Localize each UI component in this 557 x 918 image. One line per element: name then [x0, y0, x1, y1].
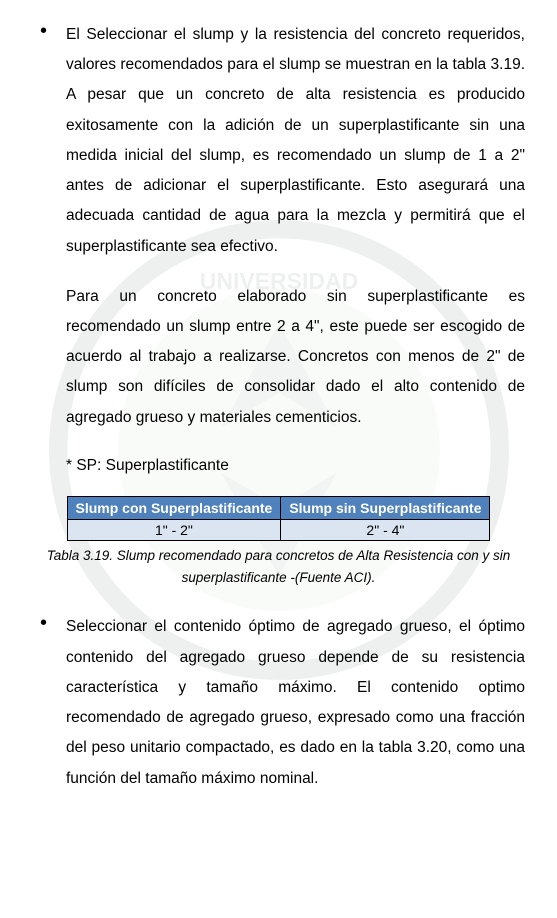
table-header-1: Slump con Superplastificante	[67, 497, 281, 520]
paragraph-bullet2: Seleccionar el contenido óptimo de agreg…	[66, 612, 525, 793]
slump-table: Slump con Superplastificante Slump sin S…	[67, 496, 491, 541]
bullet-item-1: El Seleccionar el slump y la resistencia…	[32, 20, 525, 262]
note-sp: * SP: Superplastificante	[32, 451, 525, 480]
paragraph-bullet1: El Seleccionar el slump y la resistencia…	[66, 20, 525, 262]
document-content: El Seleccionar el slump y la resistencia…	[32, 20, 525, 794]
table-cell-1: 1" - 2"	[67, 520, 281, 541]
table-cell-2: 2" - 4"	[281, 520, 490, 541]
paragraph-2: Para un concreto elaborado sin superplas…	[32, 282, 525, 433]
table-caption: Tabla 3.19. Slump recomendado para concr…	[32, 545, 525, 588]
bullet-item-2: Seleccionar el contenido óptimo de agreg…	[32, 612, 525, 793]
table-wrapper: Slump con Superplastificante Slump sin S…	[32, 496, 525, 541]
table-header-2: Slump sin Superplastificante	[281, 497, 490, 520]
table-row: 1" - 2" 2" - 4"	[67, 520, 490, 541]
